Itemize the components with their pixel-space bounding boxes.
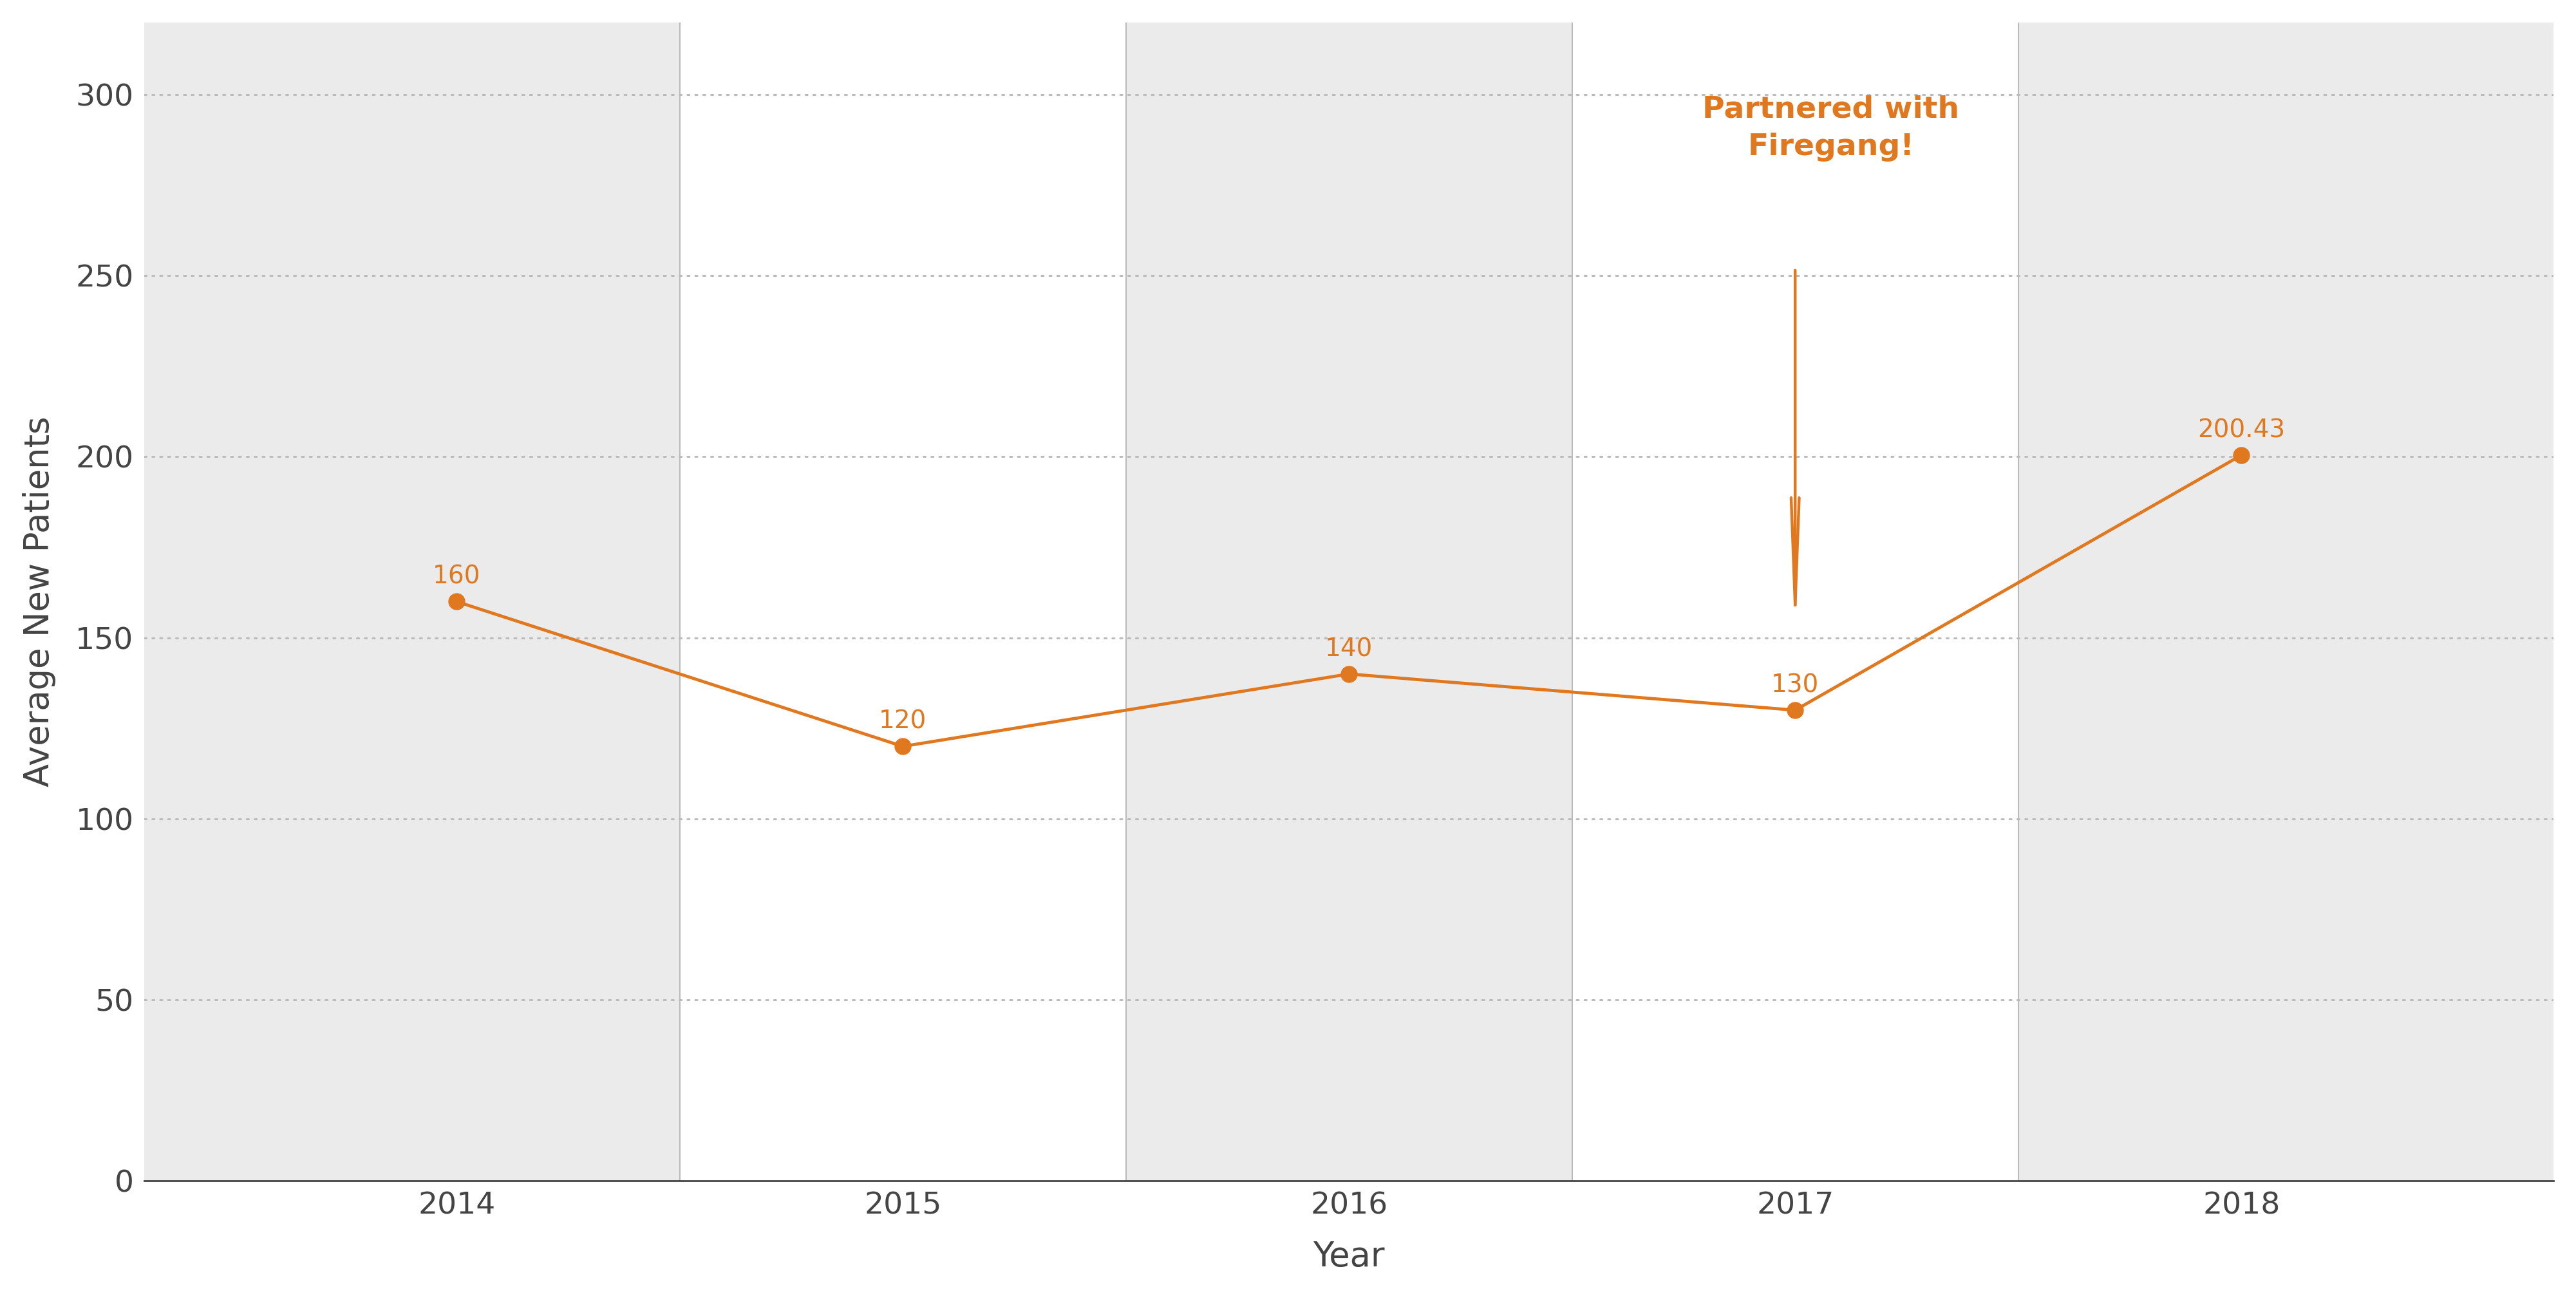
Bar <box>1126 22 1571 1181</box>
Text: 130: 130 <box>1772 673 1819 697</box>
Bar <box>144 22 680 1181</box>
Text: 140: 140 <box>1324 638 1373 661</box>
X-axis label: Year: Year <box>1314 1240 1386 1274</box>
Text: Partnered with
Firegang!: Partnered with Firegang! <box>1703 95 1960 162</box>
Y-axis label: Average New Patients: Average New Patients <box>23 416 57 787</box>
Text: 120: 120 <box>878 709 927 734</box>
Text: 200.43: 200.43 <box>2197 419 2285 443</box>
Bar <box>2017 22 2553 1181</box>
Text: 160: 160 <box>433 565 482 590</box>
